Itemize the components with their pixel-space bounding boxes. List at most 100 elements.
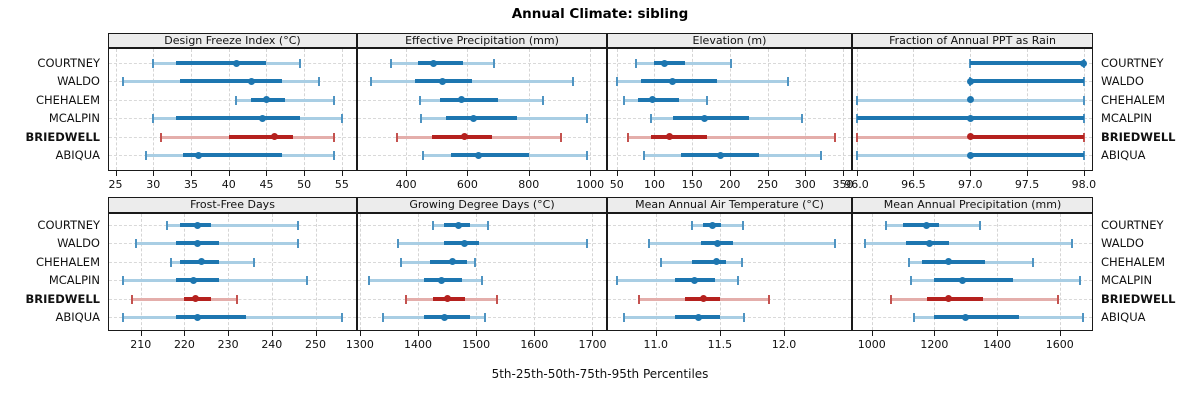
whisker-cap-left (615, 77, 618, 87)
iqr-bar (921, 259, 985, 264)
median-dot (660, 59, 668, 67)
gridline (719, 214, 721, 330)
whisker-cap-right (559, 132, 562, 142)
whisker-cap-right (730, 59, 733, 68)
iqr-bar (429, 259, 468, 264)
row-guide (608, 99, 851, 101)
site-label-left: CHEHALEM (35, 92, 100, 107)
panel-strip (357, 33, 607, 48)
whisker-cap-left (616, 276, 619, 286)
site-label-right: COURTNEY (1101, 56, 1164, 70)
whisker-cap-right (586, 114, 589, 124)
iqr-bar (228, 134, 293, 139)
whisker-cap-left (634, 59, 637, 68)
iqr-bar (970, 61, 1084, 65)
median-dot (1080, 59, 1088, 67)
tick-mark (184, 331, 186, 336)
tick-mark (856, 171, 858, 176)
tick-mark (266, 171, 268, 176)
whisker-line (370, 80, 574, 84)
whisker-cap-right (481, 276, 483, 286)
tick-mark (359, 331, 361, 336)
median-dot (926, 239, 934, 247)
tick-label: 250 (757, 178, 779, 191)
tick-label: 100 (643, 178, 665, 191)
tick-label: 1400 (404, 338, 433, 351)
whisker-cap-left (135, 239, 138, 249)
tick-mark (729, 171, 731, 176)
whisker-cap-right (706, 95, 709, 105)
whisker-cap-left (396, 239, 399, 249)
gridline (913, 49, 915, 170)
whisker-cap-right (1057, 294, 1060, 304)
whisker-cap-right (486, 221, 489, 230)
tick-mark (406, 171, 408, 176)
iqr-bar (175, 278, 220, 283)
tick-label: 98.0 (1071, 178, 1097, 191)
median-dot (649, 96, 657, 104)
gridline (805, 49, 807, 170)
whisker-cap-right (1079, 276, 1082, 286)
whisker-cap-right (820, 151, 823, 160)
panel-plot (852, 48, 1093, 171)
iqr-bar (175, 315, 246, 319)
iqr-bar (637, 97, 680, 102)
gridline (266, 49, 268, 170)
whisker-line (628, 135, 836, 139)
tick-label: 1300 (345, 338, 374, 351)
whisker-cap-left (913, 313, 916, 322)
tick-mark (805, 171, 807, 176)
median-dot (966, 96, 974, 104)
panel-title: Frost-Free Days (190, 198, 275, 211)
iqr-bar (970, 134, 1084, 139)
whisker-cap-right (740, 257, 743, 267)
whisker-cap-right (1032, 257, 1035, 267)
iqr-bar (673, 116, 749, 121)
tick-label: 50 (297, 178, 312, 191)
whisker-cap-left (152, 114, 155, 124)
whisker-cap-left (131, 294, 134, 304)
whisker-cap-right (297, 221, 300, 230)
tick-mark (467, 171, 469, 176)
whisker-cap-left (159, 132, 162, 142)
whisker-cap-right (492, 59, 495, 68)
gridline (842, 49, 844, 170)
whisker-cap-right (585, 239, 588, 249)
median-dot (262, 96, 270, 104)
panel-plot (852, 213, 1093, 331)
median-dot (195, 151, 203, 159)
median-dot (713, 239, 721, 247)
whisker-cap-left (864, 239, 867, 249)
site-label-left: WALDO (57, 74, 100, 89)
whisker-cap-right (1082, 132, 1085, 142)
median-dot (669, 77, 677, 85)
iqr-bar (903, 223, 940, 227)
whisker-cap-right (1082, 114, 1085, 124)
whisker-cap-right (474, 257, 477, 267)
median-dot (717, 151, 725, 159)
panel-plot (357, 48, 607, 171)
tick-label: 35 (184, 178, 198, 191)
row-guide (358, 261, 606, 263)
median-dot (694, 313, 702, 321)
whisker-cap-left (170, 257, 173, 267)
tick-label: 30 (146, 178, 161, 191)
median-dot (439, 77, 447, 85)
tick-mark (153, 171, 155, 176)
iqr-bar (175, 116, 301, 121)
gridline (418, 214, 420, 330)
tick-label: 230 (217, 338, 239, 351)
iqr-bar (640, 79, 718, 84)
median-dot (461, 239, 469, 247)
tick-mark (476, 331, 478, 336)
tick-mark (191, 171, 192, 176)
median-dot (457, 96, 465, 104)
site-label-right: BRIEDWELL (1101, 291, 1176, 306)
x-axis-caption: 5th-25th-50th-75th-95th Percentiles (491, 367, 709, 381)
tick-mark (842, 171, 844, 176)
iqr-bar (418, 61, 463, 65)
tick-mark (654, 171, 656, 176)
panel-plot (108, 213, 357, 331)
